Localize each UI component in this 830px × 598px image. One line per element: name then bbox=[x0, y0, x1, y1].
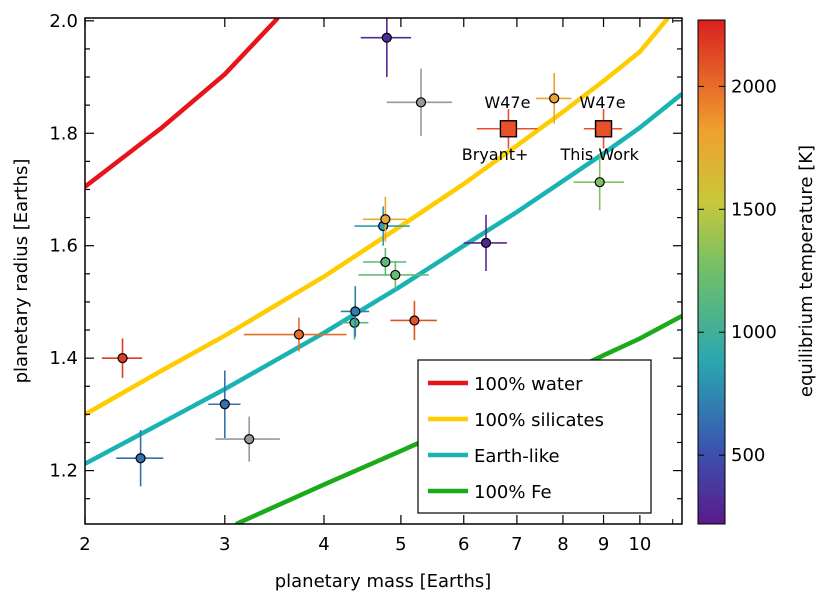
data-point bbox=[358, 260, 429, 289]
legend-label: 100% silicates bbox=[474, 410, 604, 431]
colorbar-tick-label: 1500 bbox=[731, 199, 777, 220]
data-points bbox=[101, 18, 624, 487]
y-axis: 1.2 1.4 1.6 1.8 2.0 bbox=[49, 11, 682, 500]
point-marker bbox=[409, 315, 420, 326]
x-tick-label: 6 bbox=[458, 534, 469, 555]
y-tick-label: 1.2 bbox=[49, 461, 78, 482]
highlight-label-bottom: Bryant+ bbox=[462, 145, 529, 164]
data-point bbox=[386, 68, 453, 137]
colorbar-label: equilibrium temperature [K] bbox=[796, 145, 817, 397]
point-marker bbox=[415, 97, 427, 108]
data-point bbox=[243, 317, 347, 352]
point-marker bbox=[380, 256, 391, 268]
curve-100-water bbox=[85, 18, 280, 189]
legend: 100% water 100% silicates Earth-like 100% F… bbox=[417, 359, 652, 514]
colorbar bbox=[697, 19, 726, 525]
legend-label: Earth-like bbox=[474, 446, 560, 467]
data-point bbox=[573, 154, 624, 211]
x-tick-label: 7 bbox=[511, 534, 522, 555]
x-tick-label: 9 bbox=[598, 534, 609, 555]
data-point bbox=[536, 73, 572, 124]
point-marker bbox=[594, 177, 605, 188]
x-tick-label: 2 bbox=[79, 534, 90, 555]
data-point bbox=[101, 338, 143, 378]
curve-100-silicates bbox=[85, 18, 670, 417]
x-axis-label: planetary mass [Earths] bbox=[275, 571, 492, 592]
data-point bbox=[360, 18, 412, 78]
x-tick-label: 8 bbox=[557, 534, 568, 555]
colorbar-tick-label: 2000 bbox=[731, 76, 777, 97]
point-marker bbox=[135, 453, 146, 464]
legend-label: 100% Fe bbox=[474, 482, 552, 503]
point-marker bbox=[293, 329, 305, 340]
colorbar-ticks: 500 1000 1500 2000 bbox=[698, 76, 777, 466]
point-marker bbox=[480, 237, 492, 248]
point-marker bbox=[549, 93, 560, 104]
point-marker bbox=[380, 214, 391, 225]
x-axis: 2 3 4 5 6 7 8 9 10 bbox=[79, 18, 674, 555]
y-tick-label: 1.4 bbox=[49, 348, 78, 369]
data-point bbox=[363, 247, 407, 277]
legend-label: 100% water bbox=[474, 374, 583, 395]
point-marker bbox=[244, 434, 255, 445]
highlight-point: W47e This Work bbox=[560, 93, 640, 164]
highlight-point: W47e Bryant+ bbox=[462, 93, 538, 164]
curve-earth-like bbox=[85, 92, 682, 466]
highlight-marker bbox=[594, 120, 613, 138]
data-point bbox=[208, 370, 241, 438]
data-point bbox=[116, 430, 164, 487]
y-tick-label: 2.0 bbox=[49, 11, 78, 32]
point-marker bbox=[219, 399, 230, 410]
data-point bbox=[390, 300, 437, 341]
data-point bbox=[340, 286, 370, 337]
y-tick-label: 1.6 bbox=[49, 236, 78, 257]
legend-box bbox=[417, 359, 652, 514]
highlighted-planets: W47e Bryant+ W47e This Work bbox=[462, 93, 640, 164]
plot-frame bbox=[84, 17, 683, 525]
point-marker bbox=[117, 353, 128, 364]
highlight-marker bbox=[499, 120, 518, 138]
y-axis-label: planetary radius [Earths] bbox=[11, 159, 32, 384]
x-tick-label: 5 bbox=[395, 534, 406, 555]
highlight-label-top: W47e bbox=[484, 93, 530, 112]
x-tick-label: 10 bbox=[628, 534, 651, 555]
data-point bbox=[463, 214, 507, 271]
x-tick-label: 4 bbox=[318, 534, 329, 555]
point-marker bbox=[350, 306, 361, 317]
highlight-label-top: W47e bbox=[580, 93, 626, 112]
colorbar-tick-label: 1000 bbox=[731, 322, 777, 343]
colorbar-tick-label: 500 bbox=[731, 445, 765, 466]
data-point bbox=[215, 416, 280, 462]
point-marker bbox=[390, 269, 401, 281]
point-marker bbox=[381, 32, 392, 43]
y-tick-label: 1.8 bbox=[49, 123, 78, 144]
x-tick-label: 3 bbox=[219, 534, 230, 555]
highlight-label-bottom: This Work bbox=[560, 145, 640, 164]
data-point bbox=[363, 196, 407, 242]
